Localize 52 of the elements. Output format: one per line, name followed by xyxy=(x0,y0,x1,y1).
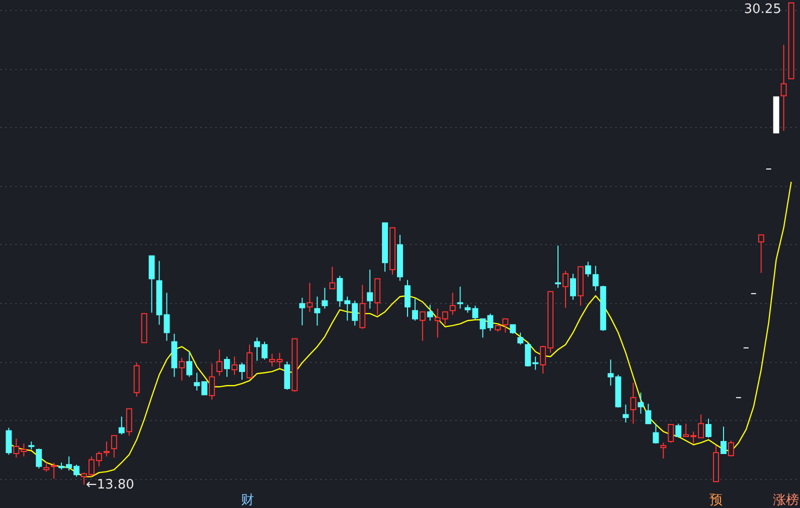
candlestick xyxy=(36,448,42,469)
candlestick xyxy=(728,440,734,457)
candlestick xyxy=(510,324,516,334)
candlestick xyxy=(630,382,636,424)
annotation: 预 xyxy=(710,493,722,508)
candlestick xyxy=(208,363,215,400)
candlestick xyxy=(427,304,434,322)
candlestick xyxy=(412,298,418,322)
candlestick xyxy=(570,273,576,300)
candlestick xyxy=(780,44,787,132)
candlestick xyxy=(224,356,230,378)
candlestick xyxy=(450,292,456,316)
candlestick xyxy=(104,441,110,457)
candlestick xyxy=(126,408,132,436)
candlestick xyxy=(322,287,328,310)
candlestick xyxy=(178,357,185,382)
candlestick xyxy=(720,426,727,454)
candlestick xyxy=(43,462,50,472)
candlestick xyxy=(502,318,508,334)
candlestick xyxy=(404,279,411,318)
candlestick xyxy=(118,416,125,436)
annotation: 财 xyxy=(240,493,254,508)
candlestick xyxy=(231,356,238,376)
candlestick xyxy=(6,427,12,456)
candlestick xyxy=(638,392,644,414)
candlestick xyxy=(216,349,222,376)
candlestick xyxy=(299,297,306,326)
candlestick xyxy=(517,332,524,346)
candlestick xyxy=(622,404,629,424)
candlestick xyxy=(50,462,57,480)
candlestick xyxy=(306,282,313,312)
candlestick xyxy=(668,424,674,444)
candlestick xyxy=(186,351,192,378)
candlestick xyxy=(164,292,170,342)
candlestick xyxy=(239,362,245,380)
candlestick xyxy=(284,361,290,390)
candlestick xyxy=(675,423,682,438)
candlestick xyxy=(420,311,426,342)
candlestick xyxy=(645,403,652,424)
candlestick xyxy=(562,270,569,308)
candlestick xyxy=(314,296,320,326)
candlestick xyxy=(366,269,373,310)
candlestick xyxy=(758,234,764,274)
annotation: 30.25 xyxy=(744,2,782,17)
candlestick xyxy=(111,435,118,458)
annotation: 涨榜 xyxy=(772,493,799,508)
candlestick xyxy=(660,442,666,460)
candlestick xyxy=(329,266,336,290)
candlestick xyxy=(652,423,659,444)
candlestick xyxy=(148,255,155,314)
candlestick xyxy=(705,418,712,438)
annotation: ←13.80 xyxy=(86,478,134,493)
